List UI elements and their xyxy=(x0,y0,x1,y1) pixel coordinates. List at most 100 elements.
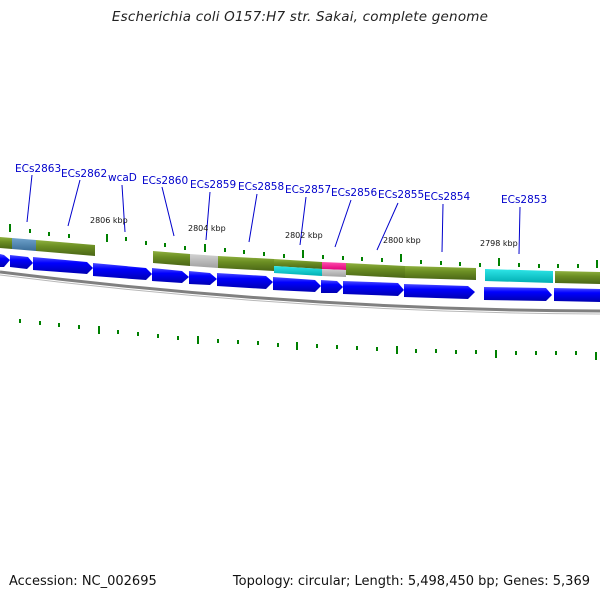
cds-feature xyxy=(274,266,322,276)
tick-mark xyxy=(322,255,324,259)
gene-arrow xyxy=(93,263,152,280)
gene-label: ECs2858 xyxy=(238,181,284,193)
tick-mark xyxy=(400,254,402,262)
gene-label: ECs2856 xyxy=(331,187,377,199)
tick-mark xyxy=(538,264,540,268)
leader-line xyxy=(248,193,258,243)
cds-feature xyxy=(12,238,36,251)
gene-label: ECs2862 xyxy=(61,168,107,180)
cds-feature xyxy=(0,237,12,249)
cds-feature xyxy=(485,269,553,283)
gene-label-track: ECs2863 ECs2862 wcaD ECs2860 ECs2859 ECs… xyxy=(15,163,547,206)
tick-mark xyxy=(415,349,417,353)
tick-mark xyxy=(535,351,537,355)
kbp-label: 2804 kbp xyxy=(188,224,226,233)
tick-mark xyxy=(302,250,304,258)
leader-line xyxy=(67,179,81,227)
tick-mark xyxy=(381,258,383,262)
tick-mark xyxy=(58,323,60,327)
cds-feature xyxy=(274,259,322,269)
tick-mark xyxy=(9,224,11,232)
tick-mark xyxy=(145,241,147,245)
tick-mark xyxy=(555,351,557,355)
tick-mark xyxy=(177,336,179,340)
cds-feature xyxy=(190,254,218,268)
tick-mark xyxy=(342,256,344,260)
tick-mark xyxy=(204,244,206,252)
tick-mark xyxy=(257,341,259,345)
tick-mark xyxy=(164,243,166,247)
cds-feature xyxy=(346,263,405,278)
tick-mark xyxy=(336,345,338,349)
gene-label: ECs2855 xyxy=(378,189,424,201)
tick-mark xyxy=(455,350,457,354)
tick-mark xyxy=(125,237,127,241)
gene-label: ECs2860 xyxy=(142,175,188,187)
leader-line xyxy=(161,186,175,237)
cds-feature xyxy=(322,269,346,277)
kbp-label: 2798 kbp xyxy=(480,239,518,248)
gene-arrow xyxy=(404,284,475,299)
tick-mark xyxy=(475,350,477,354)
accession-label: Accession: NC_002695 xyxy=(9,574,157,589)
tick-mark xyxy=(68,234,70,238)
kbp-label-track: 2806 kbp 2804 kbp 2802 kbp 2800 kbp 2798… xyxy=(90,216,518,248)
tick-mark xyxy=(361,257,363,261)
tick-mark xyxy=(283,254,285,258)
tick-mark xyxy=(157,334,159,338)
tick-mark xyxy=(577,264,579,268)
tick-mark xyxy=(78,325,80,329)
cds-feature xyxy=(153,251,190,266)
tick-mark xyxy=(48,232,50,236)
tick-mark xyxy=(495,350,497,358)
gene-arrow xyxy=(33,257,93,274)
tick-mark xyxy=(596,260,598,268)
lower-tick-track xyxy=(19,319,597,360)
gene-label: ECs2863 xyxy=(15,163,61,175)
cds-feature xyxy=(322,262,346,270)
tick-mark xyxy=(575,351,577,355)
gene-arrow xyxy=(554,288,600,302)
tick-mark xyxy=(243,250,245,254)
gene-label: ECs2859 xyxy=(190,179,236,191)
tick-mark xyxy=(515,351,517,355)
tick-mark xyxy=(98,326,100,334)
leader-line xyxy=(376,202,399,251)
tick-mark xyxy=(557,264,559,268)
leader-line xyxy=(299,196,307,246)
tick-mark xyxy=(435,349,437,353)
tick-mark xyxy=(277,343,279,347)
tick-mark xyxy=(217,339,219,343)
tick-mark xyxy=(19,319,21,323)
leader-line xyxy=(121,184,126,233)
cds-feature xyxy=(36,240,95,256)
tick-mark xyxy=(184,246,186,250)
tick-mark xyxy=(498,258,500,266)
cds-feature xyxy=(218,256,274,271)
leader-line xyxy=(26,174,33,223)
leader-line xyxy=(518,206,521,255)
tick-mark xyxy=(106,234,108,242)
genome-title: Escherichia coli O157:H7 str. Sakai, com… xyxy=(111,9,489,25)
leader-line xyxy=(334,199,352,248)
gene-label: ECs2857 xyxy=(285,184,331,196)
tick-mark xyxy=(137,332,139,336)
tick-mark xyxy=(518,263,520,267)
tick-mark xyxy=(263,252,265,256)
genome-summary: Topology: circular; Length: 5,498,450 bp… xyxy=(232,574,590,589)
gene-arrow xyxy=(10,255,33,269)
tick-mark xyxy=(29,229,31,233)
tick-mark xyxy=(296,342,298,350)
cds-feature xyxy=(405,266,476,280)
gene-label: ECs2854 xyxy=(424,191,470,203)
tick-mark xyxy=(396,346,398,354)
gene-arrow xyxy=(189,271,217,285)
tick-mark xyxy=(479,263,481,267)
tick-mark xyxy=(224,248,226,252)
genome-backbone xyxy=(0,270,600,315)
gene-arrow xyxy=(0,254,10,267)
tick-mark xyxy=(420,260,422,264)
gene-arrow xyxy=(152,268,189,283)
tick-mark xyxy=(595,352,597,360)
